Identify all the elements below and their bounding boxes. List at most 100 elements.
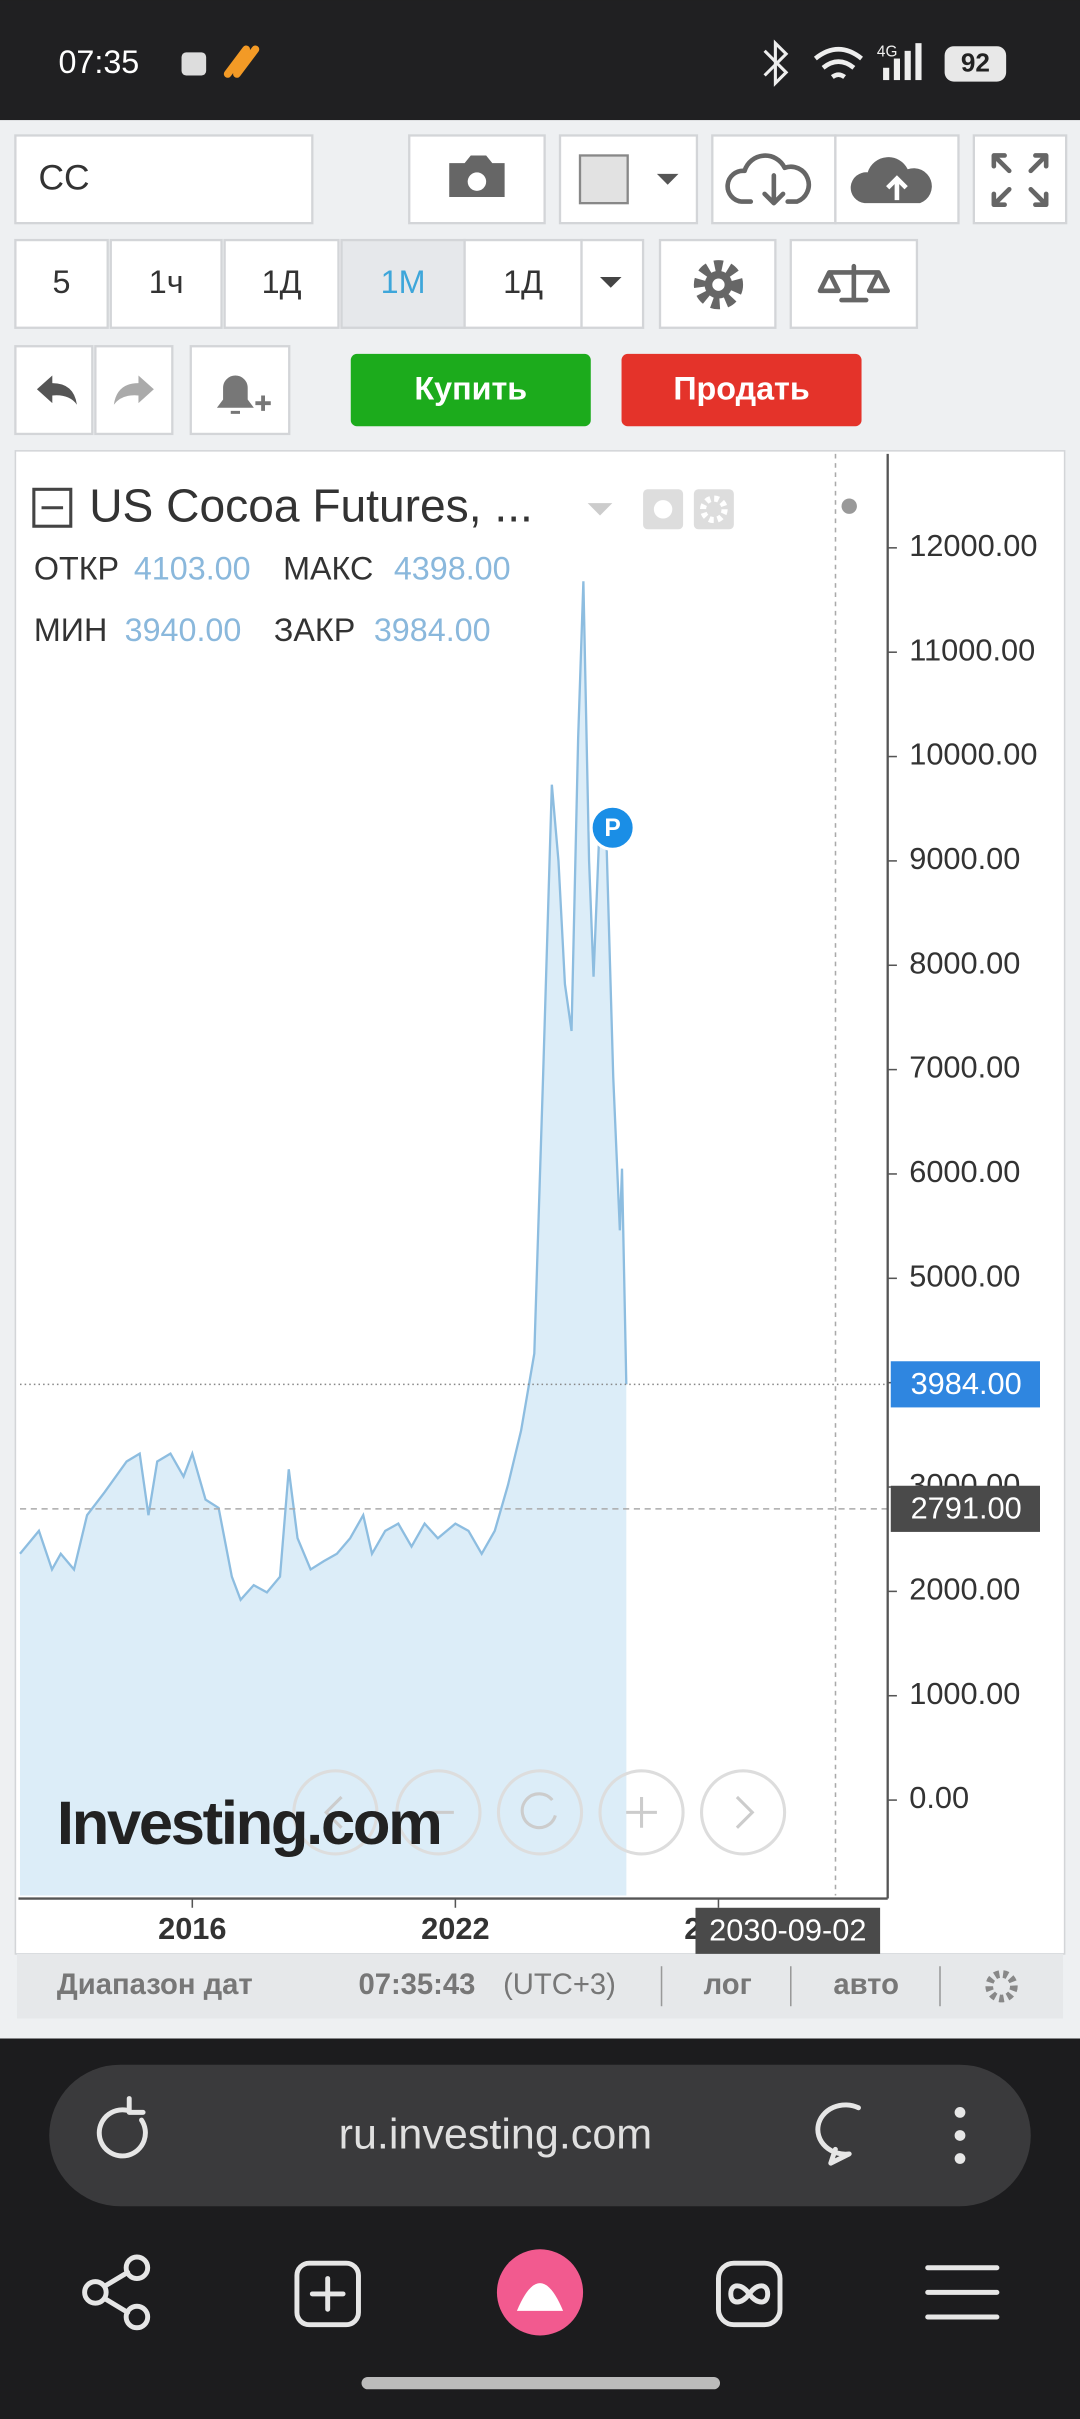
collapse-icon[interactable] [32, 487, 73, 528]
price-line [19, 581, 628, 1602]
bell-icon [216, 375, 254, 414]
ohlc-label: ОТКР [34, 550, 119, 586]
interval-label: 1ч [149, 264, 184, 300]
y-tick-label: 6000.00 [909, 1154, 1020, 1189]
watermark: Investing.com [57, 1789, 441, 1858]
clock-time: 07:35:43 [358, 1969, 475, 2001]
cloud-download-icon [725, 153, 812, 206]
new-tab-icon[interactable] [294, 2260, 361, 2328]
footer-settings[interactable] [985, 1970, 1018, 2003]
scales-icon [817, 263, 890, 303]
series-settings-button[interactable] [693, 489, 734, 530]
fullscreen-button[interactable] [972, 134, 1068, 225]
assistant-icon[interactable] [815, 2102, 861, 2166]
scroll-left[interactable] [292, 1769, 379, 1856]
battery [944, 46, 1007, 82]
network-type: 4G [877, 43, 898, 60]
alice-icon [516, 2283, 564, 2311]
tabs-icon[interactable] [716, 2260, 783, 2328]
interval-button[interactable] [109, 238, 223, 329]
symbol-input[interactable] [14, 134, 314, 225]
new-tab-icon [309, 2276, 346, 2312]
interval-label: 1Д [262, 264, 302, 300]
cloud-upload-icon [850, 157, 932, 204]
redo-icon [113, 375, 154, 405]
share-icon[interactable] [82, 2254, 151, 2331]
buy-button[interactable] [350, 353, 591, 427]
y-tick-label: 9000.00 [909, 841, 1020, 876]
interval-button[interactable] [340, 238, 466, 329]
y-tick-label: 1000.00 [909, 1676, 1020, 1711]
symbol: CC [38, 158, 89, 197]
interval-label: 1Д [503, 264, 543, 300]
last-price-label: 3984.00 [911, 1366, 1022, 1401]
zoom-out[interactable] [395, 1769, 482, 1856]
hamburger-icon[interactable] [925, 2265, 1000, 2320]
gear-icon [700, 495, 728, 524]
date-range-button[interactable]: Диапазон дат [57, 1969, 253, 2001]
camera-lens [467, 172, 487, 191]
y-tick-label: 0.00 [909, 1780, 969, 1815]
url: ru.investing.com [339, 2110, 653, 2158]
bluetooth-icon [763, 39, 789, 87]
ohlc-value: 3940.00 [125, 612, 242, 648]
interval-button[interactable] [14, 238, 109, 329]
chart-footer [16, 1953, 1064, 2019]
tabs-icon [728, 2283, 771, 2305]
scroll-right[interactable] [700, 1769, 787, 1856]
signal-icon [883, 43, 922, 81]
dropdown-arrow [600, 277, 622, 288]
upload-arrow [886, 175, 908, 201]
crosshair-date-box [695, 1907, 881, 1954]
plus-icon [255, 395, 271, 411]
ohlc-label: МИН [34, 612, 107, 648]
legend-dropdown[interactable] [587, 503, 613, 516]
battery-level: 92 [961, 48, 990, 78]
menu-dot[interactable] [841, 498, 857, 514]
control-glyphs [323, 1792, 755, 1830]
crosshair-price-label: 2791.00 [911, 1490, 1022, 1525]
notification-icon [223, 45, 260, 78]
eye-icon [653, 500, 673, 519]
y-tick-label: 8000.00 [909, 945, 1020, 980]
last-price-box [890, 1361, 1040, 1408]
reload-icon[interactable] [96, 2096, 148, 2159]
ohlc-label: ЗАКР [274, 612, 355, 648]
dropdown-arrow [656, 173, 679, 185]
menu-icon[interactable] [954, 2107, 966, 2164]
wifi-icon [813, 47, 863, 79]
price-area [20, 581, 627, 1896]
chart-title: US Cocoa Futures, ... [89, 479, 533, 531]
buy-label: Купить [414, 370, 527, 406]
sell-button[interactable] [621, 353, 862, 427]
y-tick-label: 2000.00 [909, 1572, 1020, 1607]
ohlc-value: 4103.00 [134, 550, 251, 586]
auto-toggle[interactable]: авто [833, 1969, 899, 2001]
y-tick-label: 5000.00 [909, 1258, 1020, 1293]
color-swatch [578, 154, 629, 205]
notification-icon [181, 52, 207, 76]
x-tick-label: 2022 [421, 1911, 489, 1946]
gear-icon [712, 278, 725, 291]
crosshair-price-box [890, 1485, 1040, 1532]
reset[interactable] [496, 1769, 584, 1856]
interval-button[interactable] [223, 238, 340, 329]
y-tick-label: 10000.00 [909, 737, 1037, 772]
interval-label: 1М [381, 264, 426, 300]
timezone[interactable]: (UTC+3) [503, 1969, 616, 2001]
zoom-controls [292, 1769, 787, 1856]
log-toggle[interactable]: лог [704, 1969, 752, 2001]
gear-icon [693, 260, 744, 310]
zoom-in[interactable] [598, 1769, 685, 1856]
y-tick-label: 11000.00 [909, 632, 1035, 667]
event-marker[interactable] [589, 804, 636, 851]
address-bar[interactable] [49, 2064, 1031, 2207]
home-indicator [361, 2377, 720, 2390]
sell-label: Продать [673, 370, 809, 406]
fullscreen-icon [991, 153, 1049, 207]
x-tick-label: 2016 [158, 1911, 226, 1946]
interval-button[interactable] [463, 238, 583, 329]
undo-icon [36, 375, 77, 405]
event-marker-label: P [604, 815, 620, 842]
